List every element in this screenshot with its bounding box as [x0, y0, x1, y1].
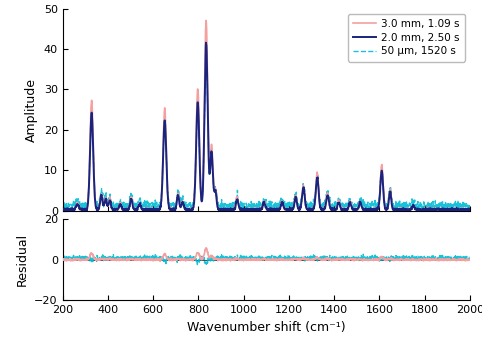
3.0 mm, 1.09 s [83, 207, 89, 211]
50 μm, 1520 s [227, 203, 232, 207]
Line: 2.0 mm, 2.50 s: 2.0 mm, 2.50 s [63, 43, 470, 211]
3.0 mm, 1.09 s [147, 207, 153, 211]
2.0 mm, 2.50 s [203, 41, 209, 45]
3.0 mm, 1.09 s [227, 207, 232, 211]
50 μm, 1520 s [203, 48, 209, 52]
50 μm, 1520 s [83, 202, 89, 206]
3.0 mm, 1.09 s [467, 207, 473, 211]
2.0 mm, 2.50 s [338, 207, 344, 211]
2.0 mm, 2.50 s [467, 207, 473, 211]
50 μm, 1520 s [147, 202, 153, 206]
2.0 mm, 2.50 s [83, 208, 89, 212]
3.0 mm, 1.09 s [228, 208, 234, 212]
X-axis label: Wavenumber shift (cm⁻¹): Wavenumber shift (cm⁻¹) [187, 321, 346, 334]
Y-axis label: Amplitude: Amplitude [25, 78, 38, 142]
Line: 3.0 mm, 1.09 s: 3.0 mm, 1.09 s [63, 20, 470, 211]
Legend: 3.0 mm, 1.09 s, 2.0 mm, 2.50 s, 50 μm, 1520 s: 3.0 mm, 1.09 s, 2.0 mm, 2.50 s, 50 μm, 1… [348, 14, 465, 61]
3.0 mm, 1.09 s [338, 207, 344, 211]
50 μm, 1520 s [467, 201, 473, 206]
50 μm, 1520 s [60, 206, 66, 210]
3.0 mm, 1.09 s [213, 187, 218, 191]
50 μm, 1520 s [338, 201, 344, 206]
Y-axis label: Residual: Residual [16, 233, 29, 286]
2.0 mm, 2.50 s [68, 209, 74, 213]
2.0 mm, 2.50 s [228, 208, 234, 212]
3.0 mm, 1.09 s [203, 18, 209, 22]
50 μm, 1520 s [213, 186, 218, 190]
2.0 mm, 2.50 s [60, 207, 66, 211]
2.0 mm, 2.50 s [227, 207, 232, 211]
50 μm, 1520 s [68, 209, 74, 213]
Line: 50 μm, 1520 s: 50 μm, 1520 s [63, 50, 470, 211]
50 μm, 1520 s [228, 204, 234, 208]
2.0 mm, 2.50 s [147, 209, 153, 213]
3.0 mm, 1.09 s [63, 209, 68, 213]
2.0 mm, 2.50 s [213, 188, 218, 192]
3.0 mm, 1.09 s [60, 207, 66, 211]
